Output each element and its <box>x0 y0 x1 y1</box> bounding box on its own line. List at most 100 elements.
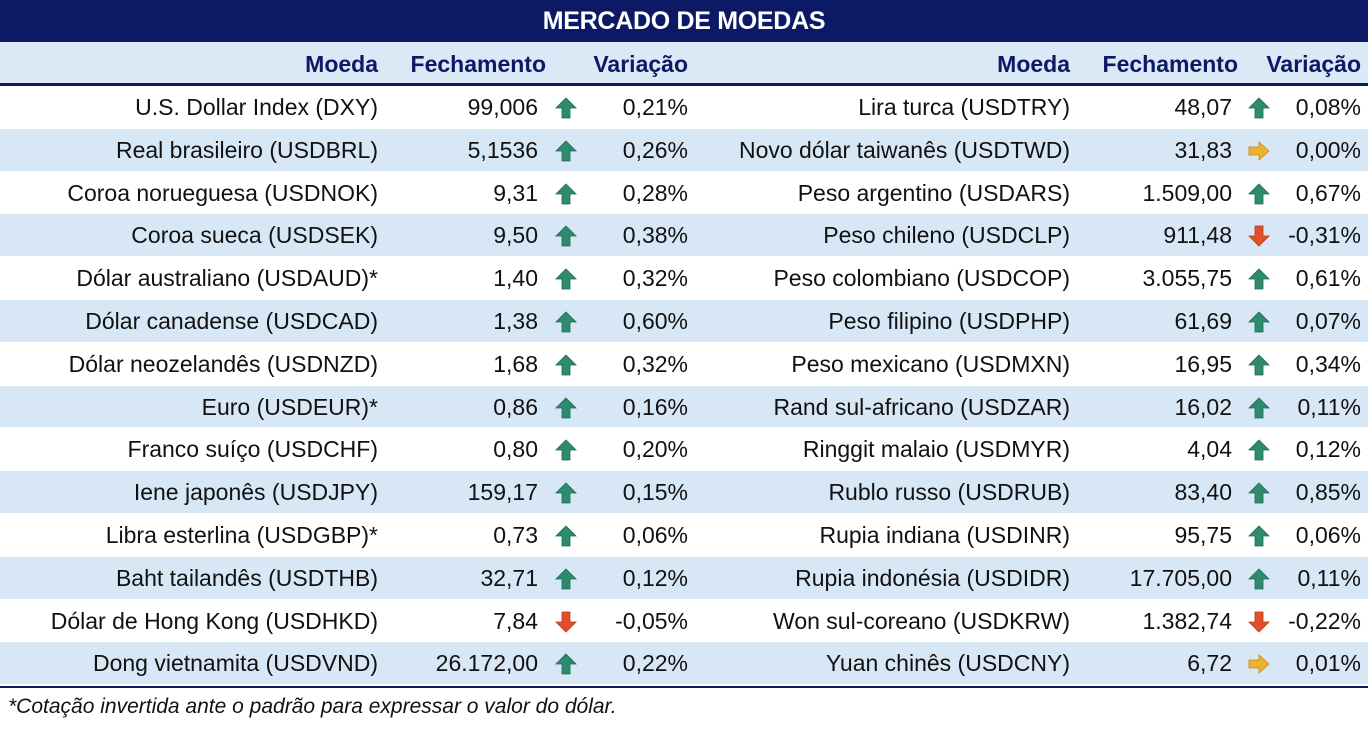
arrow-up-icon <box>555 568 577 590</box>
currency-name: Libra esterlina (USDGBP)* <box>105 521 378 548</box>
arrow-up-icon <box>1248 482 1270 504</box>
table-bottom-rule <box>0 686 1368 688</box>
currency-name: Dólar australiano (USDAUD)* <box>76 265 378 292</box>
closing-value: 95,75 <box>1174 521 1232 548</box>
arrow-up-icon <box>555 97 577 119</box>
closing-value: 9,31 <box>493 179 538 206</box>
currency-name: Ringgit malaio (USDMYR) <box>802 436 1070 463</box>
currency-table-body: U.S. Dollar Index (DXY) 99,006 0,21% Lira t… <box>0 86 1368 686</box>
change-value: 0,22% <box>622 650 688 677</box>
currency-name: Rand sul-africano (USDZAR) <box>773 393 1070 420</box>
arrow-right-icon <box>1248 653 1270 675</box>
closing-value: 17.705,00 <box>1129 564 1232 591</box>
currency-name: Peso colombiano (USDCOP) <box>773 265 1070 292</box>
arrow-up-icon <box>1248 183 1270 205</box>
table-row: Franco suíço (USDCHF) 0,80 0,20% Ringgit ma… <box>0 428 1368 472</box>
arrow-up-icon <box>555 482 577 504</box>
closing-value: 83,40 <box>1174 479 1232 506</box>
column-header-row: Moeda Fechamento Variação Moeda Fechamen… <box>0 42 1368 86</box>
table-row: Dólar australiano (USDAUD)* 1,40 0,32% Peso… <box>0 257 1368 300</box>
header-fechamento-left: Fechamento <box>410 51 546 77</box>
closing-value: 1.509,00 <box>1142 179 1232 206</box>
closing-value: 16,95 <box>1174 350 1232 377</box>
change-value: 0,06% <box>1295 521 1361 548</box>
closing-value: 16,02 <box>1174 393 1232 420</box>
arrow-up-icon <box>555 268 577 290</box>
arrow-down-icon <box>555 611 577 633</box>
arrow-up-icon <box>555 311 577 333</box>
arrow-up-icon <box>1248 397 1270 419</box>
change-value: 0,38% <box>622 222 688 249</box>
currency-name: Dong vietnamita (USDVND) <box>92 650 378 677</box>
change-value: 0,12% <box>1295 436 1361 463</box>
change-value: 0,12% <box>622 564 688 591</box>
currency-name: Rupia indonésia (USDIDR) <box>795 564 1070 591</box>
table-row: Dong vietnamita (USDVND) 26.172,00 0,22% Yu… <box>0 642 1368 686</box>
arrow-up-icon <box>1248 97 1270 119</box>
closing-value: 5,1536 <box>467 136 538 163</box>
currency-name: Dólar de Hong Kong (USDHKD) <box>50 607 378 634</box>
footnote: *Cotação invertida ante o padrão para ex… <box>8 695 617 718</box>
change-value: 0,11% <box>1297 564 1361 591</box>
change-value: 0,07% <box>1295 307 1361 334</box>
currency-name: Peso filipino (USDPHP) <box>828 307 1070 334</box>
table-row: Dólar neozelandês (USDNZD) 1,68 0,32% Peso … <box>0 343 1368 386</box>
currency-name: Baht tailandês (USDTHB) <box>115 564 378 591</box>
change-value: 0,15% <box>622 479 688 506</box>
change-value: 0,01% <box>1295 650 1361 677</box>
arrow-up-icon <box>555 225 577 247</box>
closing-value: 1,68 <box>493 350 538 377</box>
header-moeda-right: Moeda <box>997 51 1070 77</box>
arrow-down-icon <box>1248 611 1270 633</box>
currency-name: Franco suíço (USDCHF) <box>127 436 378 463</box>
table-row: Real brasileiro (USDBRL) 5,1536 0,26% Novo … <box>0 128 1368 172</box>
table-row: Coroa sueca (USDSEK) 9,50 0,38% Peso chilen… <box>0 214 1368 258</box>
currency-name: U.S. Dollar Index (DXY) <box>135 94 378 120</box>
currency-name: Dólar canadense (USDCAD) <box>85 307 378 334</box>
closing-value: 911,48 <box>1163 222 1232 249</box>
currency-name: Dólar neozelandês (USDNZD) <box>68 350 378 377</box>
closing-value: 32,71 <box>480 564 538 591</box>
closing-value: 48,07 <box>1174 94 1232 120</box>
currency-name: Rublo russo (USDRUB) <box>828 479 1070 506</box>
change-value: 0,32% <box>622 265 688 292</box>
closing-value: 1.382,74 <box>1142 607 1232 634</box>
currency-name: Lira turca (USDTRY) <box>858 94 1070 120</box>
currency-name: Euro (USDEUR)* <box>201 393 378 420</box>
change-value: 0,00% <box>1295 136 1361 163</box>
change-value: 0,16% <box>622 393 688 420</box>
arrow-up-icon <box>1248 354 1270 376</box>
change-value: 0,60% <box>622 307 688 334</box>
arrow-up-icon <box>1248 525 1270 547</box>
table-row: Libra esterlina (USDGBP)* 0,73 0,06% Rupia … <box>0 514 1368 557</box>
table-row: Coroa norueguesa (USDNOK) 9,31 0,28% Peso a… <box>0 172 1368 215</box>
table-row: Euro (USDEUR)* 0,86 0,16% Rand sul-africano… <box>0 385 1368 429</box>
header-fechamento-right: Fechamento <box>1102 51 1238 77</box>
arrow-up-icon <box>1248 268 1270 290</box>
closing-value: 0,80 <box>493 436 538 463</box>
arrow-up-icon <box>555 354 577 376</box>
table-row: Dólar de Hong Kong (USDHKD) 7,84 -0,05% Won… <box>0 600 1368 643</box>
currency-name: Peso mexicano (USDMXN) <box>791 350 1070 377</box>
closing-value: 61,69 <box>1174 307 1232 334</box>
table-row: Baht tailandês (USDTHB) 32,71 0,12% Rupia i… <box>0 556 1368 600</box>
closing-value: 7,84 <box>493 607 538 634</box>
arrow-up-icon <box>555 525 577 547</box>
arrow-up-icon <box>555 653 577 675</box>
change-value: -0,22% <box>1288 607 1361 634</box>
table-row: U.S. Dollar Index (DXY) 99,006 0,21% Lira t… <box>0 86 1368 129</box>
change-value: 0,85% <box>1295 479 1361 506</box>
change-value: 0,20% <box>622 436 688 463</box>
table-row: Iene japonês (USDJPY) 159,17 0,15% Rublo ru… <box>0 471 1368 514</box>
currency-name: Novo dólar taiwanês (USDTWD) <box>738 136 1070 163</box>
closing-value: 9,50 <box>493 222 538 249</box>
change-value: 0,28% <box>622 179 688 206</box>
closing-value: 26.172,00 <box>435 650 538 677</box>
change-value: 0,06% <box>622 521 688 548</box>
header-variacao-left: Variação <box>593 51 688 77</box>
closing-value: 1,40 <box>493 265 538 292</box>
change-value: -0,31% <box>1288 222 1361 249</box>
change-value: 0,67% <box>1295 179 1361 206</box>
arrow-up-icon <box>1248 311 1270 333</box>
currency-name: Won sul-coreano (USDKRW) <box>773 607 1070 634</box>
